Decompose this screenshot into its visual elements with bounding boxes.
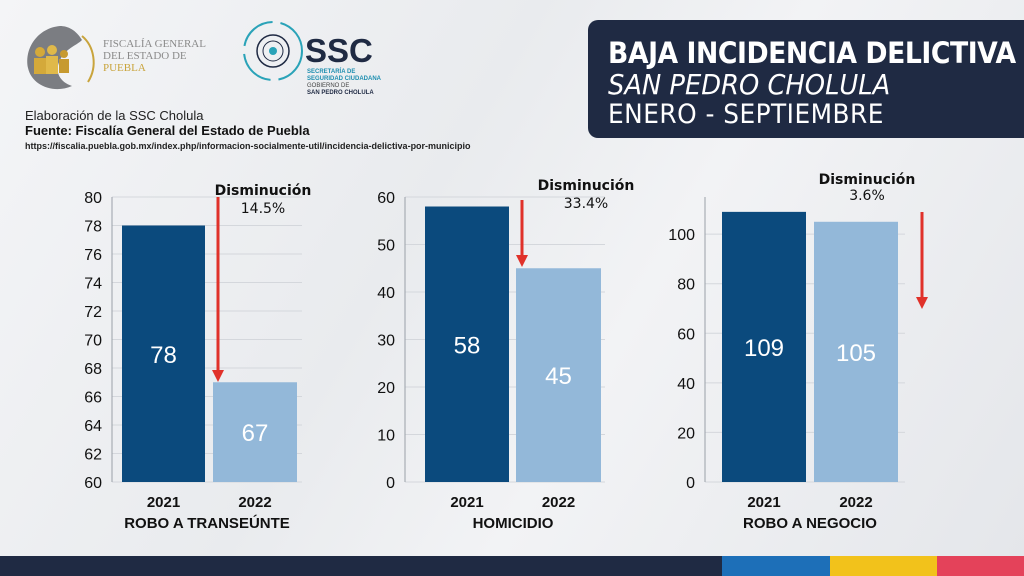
bar-2022 (814, 221, 898, 483)
annotation-value: 14.5% (241, 201, 285, 217)
y-tick-label: 62 (84, 447, 102, 464)
x-category-label: 2022 (238, 494, 271, 511)
header-period: ENERO - SEPTIEMBRE (608, 99, 884, 130)
y-tick-label: 64 (84, 418, 102, 435)
source-text: Fuente: Fiscalía General del Estado de P… (25, 123, 310, 138)
x-category-label: 2022 (542, 494, 575, 511)
header-title: BAJA INCIDENCIA DELICTIVA (608, 36, 1016, 70)
annotation-value: 33.4% (564, 196, 608, 212)
y-tick-label: 0 (686, 475, 695, 492)
bar-value-label: 105 (836, 340, 876, 367)
annotation-label: Disminución (215, 183, 312, 199)
chart-title: ROBO A TRANSEÚNTE (124, 514, 290, 532)
x-category-label: 2021 (147, 494, 180, 511)
annotation-label: Disminución (538, 178, 635, 194)
y-tick-label: 70 (84, 333, 102, 350)
bar-value-label: 67 (242, 420, 269, 447)
y-tick-label: 78 (84, 219, 102, 236)
decrease-arrow-icon (916, 297, 928, 309)
bar-value-label: 109 (744, 335, 784, 362)
footer-stripe-yellow (830, 556, 937, 576)
ssc-sub-line: SEGURIDAD CIUDADANA (307, 76, 382, 82)
bar-value-label: 58 (454, 332, 481, 359)
header-location: SAN PEDRO CHOLULA (608, 68, 891, 101)
x-category-label: 2022 (839, 494, 872, 511)
y-tick-label: 60 (84, 475, 102, 492)
y-tick-label: 76 (84, 247, 102, 264)
y-tick-label: 20 (377, 380, 395, 397)
y-tick-label: 66 (84, 390, 102, 407)
ssc-sub-line: SAN PEDRO CHOLULA (307, 90, 374, 96)
fiscalia-logo-text: FISCALÍA GENERAL DEL ESTADO DE PUEBLA (103, 38, 206, 74)
annotation-label: Disminución (819, 172, 916, 188)
ssc-logo-text: SSC (305, 32, 373, 69)
fiscalia-logo (27, 26, 95, 90)
credit-text: Elaboración de la SSC Cholula (25, 108, 204, 123)
y-tick-label: 40 (677, 376, 695, 393)
ssc-logo-emblem (243, 21, 303, 81)
bar-2021 (122, 225, 205, 482)
ssc-sub-line: SECRETARÍA DE (307, 69, 356, 75)
y-tick-label: 100 (668, 227, 695, 244)
y-tick-label: 74 (84, 276, 102, 293)
source-url: https://fiscalia.puebla.gob.mx/index.php… (25, 141, 471, 151)
footer-stripe-navy (0, 556, 722, 576)
header-panel (588, 20, 1024, 138)
y-tick-label: 80 (677, 277, 695, 294)
bar-2022 (516, 268, 601, 482)
y-tick-label: 72 (84, 304, 102, 321)
decrease-arrow-icon (212, 370, 224, 382)
y-tick-label: 40 (377, 285, 395, 302)
y-tick-label: 60 (377, 190, 395, 207)
footer-stripe-red (937, 556, 1024, 576)
chart-title: ROBO A NEGOCIO (743, 515, 877, 532)
y-tick-label: 68 (84, 361, 102, 378)
y-tick-label: 20 (677, 425, 695, 442)
y-tick-label: 30 (377, 333, 395, 350)
bar-2022 (213, 382, 297, 482)
footer-stripe-blue (722, 556, 830, 576)
decrease-arrow-icon (516, 255, 528, 267)
y-tick-label: 80 (84, 190, 102, 207)
bar-value-label: 78 (150, 342, 177, 369)
fiscalia-logo-line: DEL ESTADO DE (103, 50, 187, 62)
y-tick-label: 10 (377, 428, 395, 445)
chart-title: HOMICIDIO (473, 515, 554, 532)
fiscalia-logo-line: PUEBLA (103, 62, 146, 74)
x-category-label: 2021 (450, 494, 483, 511)
bar-2021 (425, 206, 509, 482)
y-tick-label: 0 (386, 475, 395, 492)
bar-value-label: 45 (545, 363, 572, 390)
x-category-label: 2021 (747, 494, 780, 511)
fiscalia-logo-line: FISCALÍA GENERAL (103, 38, 206, 50)
ssc-logo-subtitle: SECRETARÍA DE SEGURIDAD CIUDADANA GOBIERN… (307, 69, 381, 97)
y-tick-label: 50 (377, 238, 395, 255)
annotation-value: 3.6% (849, 188, 885, 204)
ssc-sub-line: GOBIERNO DE (307, 83, 350, 89)
bar-2021 (722, 211, 806, 482)
y-tick-label: 60 (677, 326, 695, 343)
